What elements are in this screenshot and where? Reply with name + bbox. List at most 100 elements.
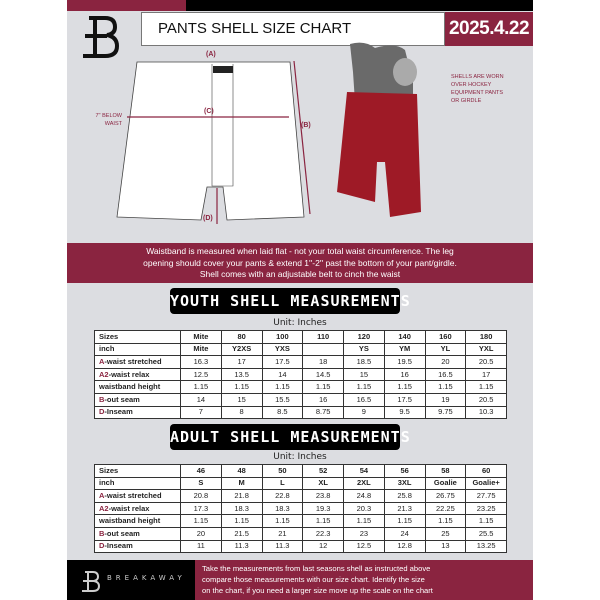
table-cell: 1.15 xyxy=(220,380,263,394)
footer-instructions: Take the measurements from last seasons … xyxy=(195,560,533,600)
table-cell: YS xyxy=(343,342,385,357)
table-cell: 9 xyxy=(343,405,385,420)
row-label-text: -waist stretched xyxy=(104,490,162,500)
note-line: WAIST xyxy=(104,121,122,127)
table-cell: 12.5 xyxy=(343,539,385,554)
note-line: OVER HOCKEY xyxy=(451,82,492,88)
table-cell: Mite xyxy=(180,342,222,357)
table-cell: 22.25 xyxy=(424,501,467,516)
table-cell: 21.3 xyxy=(383,501,426,516)
youth-table: Sizes Mite 80 100 110 120 140 160 180 inch Mite Y2X… xyxy=(94,330,507,420)
table-row: Sizes Mite 80 100 110 120 140 160 180 xyxy=(94,330,507,344)
table-cell: 17 xyxy=(465,367,507,382)
table-cell: 50 xyxy=(261,464,304,478)
table-cell: 1.15 xyxy=(465,380,507,394)
table-cell: 1.15 xyxy=(180,380,222,394)
breakaway-logo xyxy=(83,16,120,58)
row-label-text: inch xyxy=(99,478,115,488)
row-label: inch xyxy=(94,476,181,491)
label-c: (C) xyxy=(204,108,214,115)
date-badge: 2025.4.22 xyxy=(445,12,533,46)
table-cell: 9.75 xyxy=(424,405,467,420)
row-label-text: -Inseam xyxy=(104,407,133,417)
table-cell: 1.15 xyxy=(424,514,467,528)
measure-key: D xyxy=(99,541,105,551)
row-label: B-out seam xyxy=(94,392,181,407)
table-cell: 20 xyxy=(180,526,222,541)
table-cell: 1.15 xyxy=(180,514,222,528)
table-row: D-Inseam 11 11.3 11.3 12 12.5 12.8 13 13.25 xyxy=(94,539,507,554)
table-cell: 16.5 xyxy=(343,392,385,407)
table-cell: 18.5 xyxy=(343,355,385,369)
note-line: 7'' BELOW xyxy=(95,113,122,119)
info-line: opening should cover your pants & extend… xyxy=(143,257,457,268)
table-cell xyxy=(302,342,344,357)
table-cell: 14 xyxy=(180,392,222,407)
row-label-text: Sizes xyxy=(99,465,119,475)
table-cell: 8.75 xyxy=(302,405,344,420)
info-line: Waistband is measured when laid flat - n… xyxy=(146,246,454,256)
row-label-text: waistband height xyxy=(99,382,161,392)
table-cell: 12.8 xyxy=(383,539,426,554)
row-label-text: waistband height xyxy=(99,516,161,526)
table-cell: 12 xyxy=(302,539,344,554)
table-cell: 20.8 xyxy=(180,489,222,503)
info-line: Shell comes with an adjustable belt to c… xyxy=(199,269,401,279)
table-cell: 14.5 xyxy=(302,367,344,382)
label-a: (A) xyxy=(206,51,216,58)
table-row: B-out seam 20 21.5 21 22.3 23 24 25 25.5 xyxy=(94,526,507,541)
table-row: A2-waist relax 12.5 13.5 14 14.5 15 16 16.5 17 xyxy=(94,367,507,382)
table-cell: 1.15 xyxy=(383,514,426,528)
breakaway-logo-small xyxy=(82,571,101,592)
row-label-text: -out seam xyxy=(104,528,140,538)
table-cell: 20.5 xyxy=(465,355,507,369)
table-cell: 25.5 xyxy=(465,526,507,541)
table-cell: 24 xyxy=(383,526,426,541)
table-cell: 16.5 xyxy=(424,367,467,382)
row-label: waistband height xyxy=(94,380,181,394)
table-cell: 8.5 xyxy=(261,405,304,420)
row-label: D-Inseam xyxy=(94,405,181,420)
table-cell: 160 xyxy=(424,330,467,344)
note-line: SHELLS ARE WORN xyxy=(451,74,504,80)
table-cell: 48 xyxy=(220,464,263,478)
table-cell: 100 xyxy=(261,330,304,344)
table-cell: YXL xyxy=(465,342,507,357)
youth-unit: Unit: Inches xyxy=(273,318,327,328)
table-cell: 21.5 xyxy=(220,526,263,541)
table-cell: 8 xyxy=(220,405,263,420)
table-cell: 14 xyxy=(261,367,304,382)
table-row: A-waist stretched 20.8 21.8 22.8 23.8 24.8 25.… xyxy=(94,489,507,503)
row-label-text: Sizes xyxy=(99,331,119,341)
table-cell: 7 xyxy=(180,405,222,420)
row-label: A2-waist relax xyxy=(94,367,181,382)
table-row: D-Inseam 7 8 8.5 8.75 9 9.5 9.75 10.3 xyxy=(94,405,507,420)
measure-key: B xyxy=(99,528,105,538)
table-cell: 19 xyxy=(424,392,467,407)
table-row: inch Mite Y2XS YXS YS YM YL YXL xyxy=(94,342,507,357)
table-cell: 10.3 xyxy=(465,405,507,420)
table-cell: 13.5 xyxy=(220,367,263,382)
table-cell: 13 xyxy=(424,539,467,554)
top-bar xyxy=(186,0,533,11)
table-cell: 54 xyxy=(343,464,385,478)
row-label-text: -waist relax xyxy=(108,503,150,513)
pants-diagram xyxy=(116,60,311,224)
table-cell: 18.3 xyxy=(261,501,304,516)
table-cell: YXS xyxy=(261,342,304,357)
table-cell: L xyxy=(261,476,304,491)
table-cell: 140 xyxy=(383,330,426,344)
measure-key: D xyxy=(99,407,105,417)
table-cell: 17.5 xyxy=(261,355,304,369)
table-cell: 17 xyxy=(220,355,263,369)
row-label: A-waist stretched xyxy=(94,489,181,503)
measure-key: A xyxy=(99,356,105,366)
table-cell: 25 xyxy=(424,526,467,541)
instruction-line: compare those measurements with our size… xyxy=(202,575,425,584)
table-cell: 1.15 xyxy=(383,380,426,394)
table-cell: 56 xyxy=(383,464,426,478)
page-title: PANTS SHELL SIZE CHART xyxy=(141,12,445,46)
brand-name: BREAKAWAY xyxy=(107,574,186,582)
table-cell: 19.5 xyxy=(383,355,426,369)
adult-table: Sizes 46 48 50 52 54 56 58 60 inch S M L XL 2XL 3XL Goal… xyxy=(94,464,507,554)
